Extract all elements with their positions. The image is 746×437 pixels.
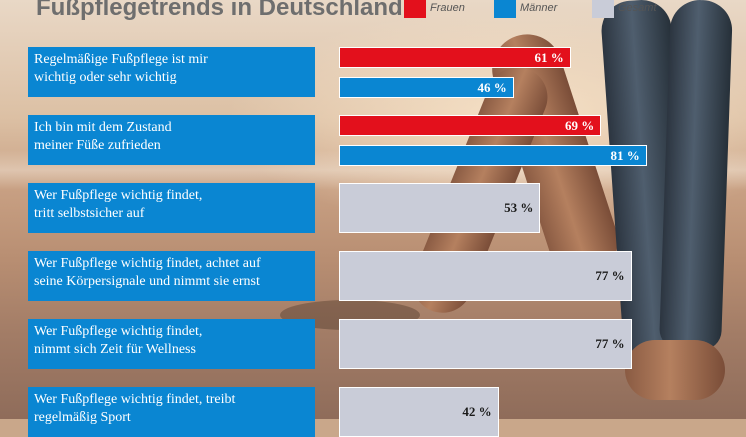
question-box: Regelmäßige Fußpflege ist mir wichtig od… <box>28 47 315 97</box>
bar-value-label: 77 % <box>595 336 625 351</box>
question-box: Ich bin mit dem Zustand meiner Füße zufr… <box>28 115 315 165</box>
bar-maenner: 81 % <box>339 145 647 166</box>
bar-value-label: 53 % <box>504 200 534 215</box>
bar-value-label: 42 % <box>462 404 492 419</box>
chart-legend: Frauen Männer Gesamt <box>0 0 746 24</box>
legend-label-frauen: Frauen <box>430 2 465 14</box>
man-foot <box>625 340 725 400</box>
bar-gesamt: 42 % <box>339 387 499 437</box>
bar-value-label: 46 % <box>477 79 507 95</box>
legend-label-gesamt: Gesamt <box>618 2 657 14</box>
chart-title: Fußpflegetrends in Deutschland <box>36 0 403 21</box>
bar-gesamt: 77 % <box>339 251 632 301</box>
man-jeans-right <box>658 0 734 351</box>
bar-value-label: 77 % <box>595 268 625 283</box>
question-box: Wer Fußpflege wichtig findet, achtet auf… <box>28 251 315 301</box>
question-box: Wer Fußpflege wichtig findet, nimmt sich… <box>28 319 315 369</box>
legend-swatch-frauen <box>404 0 426 18</box>
bar-gesamt: 53 % <box>339 183 541 233</box>
bar-frauen: 61 % <box>339 47 571 68</box>
bar-value-label: 69 % <box>564 117 595 133</box>
legend-swatch-maenner <box>494 0 516 18</box>
question-box: Wer Fußpflege wichtig findet, treibt reg… <box>28 387 315 437</box>
bar-frauen: 69 % <box>339 115 602 136</box>
legend-label-maenner: Männer <box>520 2 558 14</box>
bar-maenner: 46 % <box>339 77 514 98</box>
bar-value-label: 61 % <box>534 49 564 65</box>
bar-value-label: 81 % <box>610 147 640 163</box>
bar-gesamt: 77 % <box>339 319 632 369</box>
question-box: Wer Fußpflege wichtig findet, tritt selb… <box>28 183 315 233</box>
legend-swatch-gesamt <box>592 0 614 18</box>
